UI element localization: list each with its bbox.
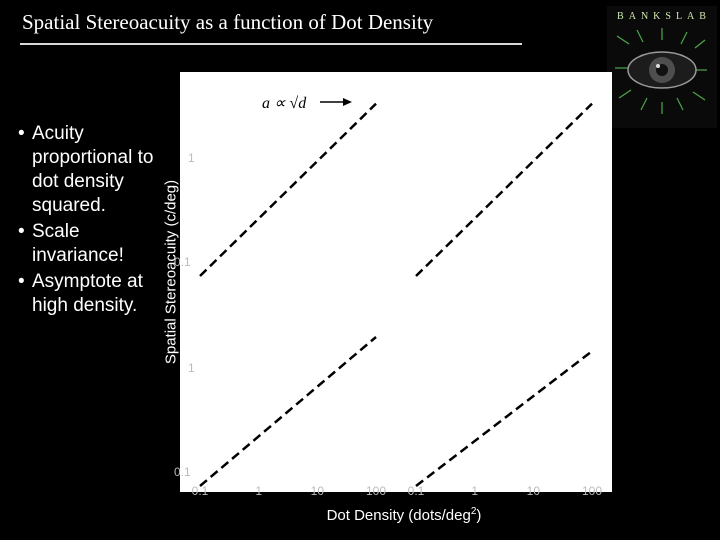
bullet-item: Acuity proportional to dot density squar… <box>18 122 163 218</box>
series-line-panel-3 <box>199 336 377 487</box>
plot-area <box>180 72 612 492</box>
series-line-panel-1 <box>199 102 377 277</box>
x-tick-label: 100 <box>365 484 387 498</box>
x-tick-label: 0.1 <box>407 484 425 498</box>
bullet-item: Asymptote at high density. <box>18 270 163 318</box>
bullet-item: Scale invariance! <box>18 220 163 268</box>
annotation-text: a ∝ √d <box>262 95 307 112</box>
title-divider <box>20 43 522 45</box>
x-tick-label: 100 <box>581 484 603 498</box>
series-line-panel-2 <box>415 102 593 277</box>
x-axis-label-text: Dot Density (dots/deg <box>326 507 471 524</box>
x-tick-label: 1 <box>471 484 478 498</box>
bullet-list: Acuity proportional to dot density squar… <box>18 122 163 320</box>
y-tick-label: 1 <box>188 361 195 375</box>
y-tick-label: 0.1 <box>174 465 191 479</box>
logo-text: BANKSLAB <box>617 11 711 22</box>
x-tick-label: 10 <box>310 484 325 498</box>
eye-with-arrows-icon <box>607 6 717 128</box>
y-tick-label: 1 <box>188 151 195 165</box>
x-tick-label: 10 <box>526 484 541 498</box>
x-tick-label: 1 <box>255 484 262 498</box>
x-axis-label-superscript: 2 <box>470 506 477 517</box>
x-tick-label: 0.1 <box>191 484 209 498</box>
x-axis-label-suffix: ) <box>476 507 482 524</box>
x-axis-label: Dot Density (dots/deg2) <box>327 506 482 524</box>
lab-logo <box>607 6 717 128</box>
annotation-arrowhead <box>343 98 352 106</box>
series-line-panel-4 <box>415 350 593 487</box>
y-tick-label: 0.1 <box>174 255 191 269</box>
slide-title: Spatial Stereoacuity as a function of Do… <box>22 10 434 34</box>
